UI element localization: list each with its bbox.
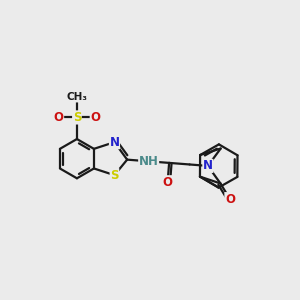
Text: S: S	[110, 169, 119, 182]
Text: N: N	[110, 136, 119, 149]
Text: O: O	[163, 176, 172, 189]
Text: O: O	[54, 111, 64, 124]
Text: O: O	[225, 193, 235, 206]
Text: O: O	[90, 111, 100, 124]
Text: S: S	[73, 111, 81, 124]
Text: CH₃: CH₃	[66, 92, 87, 102]
Text: N: N	[203, 159, 213, 172]
Text: NH: NH	[139, 155, 159, 168]
